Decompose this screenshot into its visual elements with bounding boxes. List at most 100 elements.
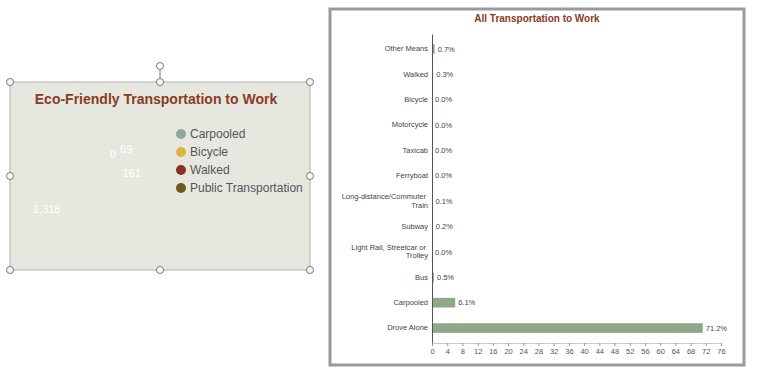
tick-label: 36 [565,347,573,356]
tick-mark [523,343,524,346]
tick: Walked [403,70,428,79]
tick: 64 [672,343,680,356]
tick-label: 0 [430,347,434,356]
data-label: 69 [120,143,132,155]
tick-label: Taxicab [403,146,428,155]
data-label: 0.7% [438,45,455,54]
tick: Bicycle [404,95,428,104]
tick-label: 48 [611,347,619,356]
tick-label: 68 [687,347,695,356]
bar [432,323,703,333]
tick: 24 [520,343,528,356]
tick-label: Ferryboat [396,171,429,180]
data-label: 71.2% [706,324,728,333]
tick: 8 [461,343,465,356]
legend-label: Walked [190,163,230,177]
selection-handle [157,63,164,70]
data-label: 0 [110,148,116,160]
tick: 60 [656,343,664,356]
tick: 68 [687,343,695,356]
data-label: 0.5% [437,273,454,282]
tick-mark [493,343,494,346]
tick-mark [645,343,646,346]
legend-swatch [176,129,186,139]
tick-label: Long-distance/Commuter Train [342,192,428,209]
panel-background [10,82,310,270]
tick: 28 [535,343,543,356]
legend-swatch [176,165,186,175]
tick-label: 32 [550,347,558,356]
chart-title: All Transportation to Work [474,13,600,24]
tick: Long-distance/Commuter Train [342,192,428,209]
data-label: 6.1% [458,298,475,307]
tick-mark [478,343,479,346]
bar-panel: All Transportation to Work Other Means Wal… [330,9,744,365]
axis-line [432,35,433,344]
data-label: 0.2% [436,222,453,231]
tick-label: Drove Alone [387,323,428,332]
data-label: 1,318 [33,203,61,215]
label-line: Carpooled [393,298,428,307]
legend-label: Public Transportation [190,181,303,195]
tick-label: Bicycle [404,95,428,104]
tick: Drove Alone [387,323,428,332]
label-line: Train [411,201,428,210]
selection-handles [7,63,314,274]
tick-label: 56 [641,347,649,356]
tick-mark [462,343,463,346]
tick-mark [691,343,692,346]
selection-handle [307,79,314,86]
data-label: 161 [123,167,141,179]
tick-mark [584,343,585,346]
label-line: Ferryboat [396,171,429,180]
tick-label: 8 [461,347,465,356]
pie-panel: Eco-Friendly Transportation to Work1,318… [7,63,314,274]
tick: Subway [401,222,428,231]
bar [432,298,455,308]
tick: 72 [702,343,710,356]
tick: Carpooled [393,298,428,307]
tick: 12 [474,343,482,356]
tick: Other Means [385,44,429,53]
tick: 40 [580,343,588,356]
label-line: Motorcycle [392,120,428,129]
tick: 48 [611,343,619,356]
tick: 52 [626,343,634,356]
data-label: 0.0% [435,95,452,104]
tick-label: 20 [504,347,512,356]
tick: 4 [446,343,450,356]
tick-label: Subway [401,222,428,231]
legend-swatch [176,183,186,193]
data-labels: 1,318 0 69 161 [33,143,141,215]
label-line: Bicycle [404,95,428,104]
tick-mark [706,343,707,346]
tick-mark [675,343,676,346]
tick: Bus [415,273,428,282]
tick-label: 44 [596,347,604,356]
selection-handle [7,267,14,274]
label-line: Walked [403,70,428,79]
tick: 0 [430,343,434,356]
tick-label: 12 [474,347,482,356]
tick-label: 4 [446,347,450,356]
tick-mark [447,343,448,346]
tick-label: 28 [535,347,543,356]
legend-label: Carpooled [190,127,245,141]
tick: Light Rail, Streetcar or Trolley [351,243,428,260]
selection-handle [7,79,14,86]
tick: 32 [550,343,558,356]
label-line: Trolley [406,251,428,260]
tick-label: 52 [626,347,634,356]
tick-label: 24 [520,347,528,356]
tick-mark [599,343,600,346]
tick-mark [554,343,555,346]
tick: Ferryboat [396,171,429,180]
bars [432,44,703,333]
legend-swatch [176,147,186,157]
selection-handle [7,173,14,180]
data-label: 0.0% [435,171,452,180]
data-label: 0.0% [435,146,452,155]
label-line: Bus [415,273,428,282]
legend: CarpooledBicycleWalkedPublic Transportat… [176,127,303,195]
label-line: Subway [401,222,428,231]
